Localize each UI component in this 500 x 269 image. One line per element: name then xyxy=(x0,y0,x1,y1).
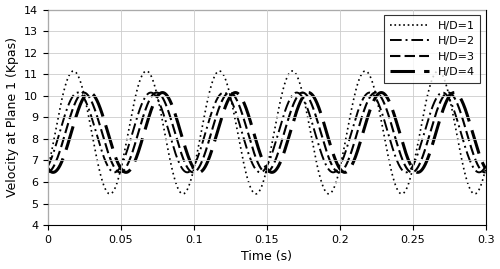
Y-axis label: Velocity at Plane 1 (Kpas): Velocity at Plane 1 (Kpas) xyxy=(6,37,18,197)
Legend: H/D=1, H/D=2, H/D=3, H/D=4: H/D=1, H/D=2, H/D=3, H/D=4 xyxy=(384,15,480,83)
X-axis label: Time (s): Time (s) xyxy=(242,250,292,263)
